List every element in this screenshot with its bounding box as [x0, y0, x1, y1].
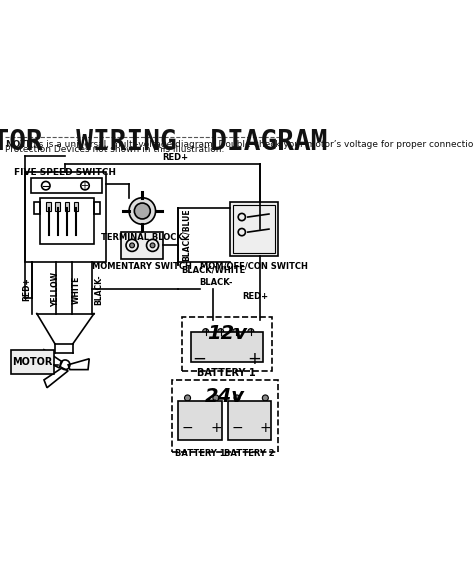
Bar: [94, 202, 100, 214]
Text: MOTOR  WIRING  DIAGRAM: MOTOR WIRING DIAGRAM: [0, 128, 328, 156]
Circle shape: [184, 395, 191, 401]
Text: RED+: RED+: [242, 293, 268, 301]
Circle shape: [262, 395, 268, 401]
Circle shape: [248, 329, 254, 335]
Bar: [179, 401, 222, 440]
Text: BLACK/WHITE: BLACK/WHITE: [182, 265, 246, 274]
Text: TERMINAL BLOCK: TERMINAL BLOCK: [101, 233, 183, 242]
Bar: [233, 205, 275, 253]
Text: WHITE: WHITE: [72, 275, 81, 304]
Text: BLACK-: BLACK-: [200, 278, 233, 287]
Bar: [46, 202, 51, 211]
Text: −: −: [231, 421, 243, 435]
Circle shape: [234, 395, 240, 401]
Circle shape: [129, 243, 135, 248]
Text: This is a universal, multi-voltage diagram. Double-check your motor’s voltage fo: This is a universal, multi-voltage diagr…: [22, 140, 474, 149]
Text: +: +: [247, 350, 261, 368]
Text: −: −: [192, 350, 207, 368]
Bar: [11, 350, 54, 374]
Bar: [121, 232, 164, 259]
Bar: [64, 202, 69, 211]
Circle shape: [60, 360, 70, 370]
Text: BLACK/BLUE: BLACK/BLUE: [182, 209, 191, 261]
Text: BATTERY 1: BATTERY 1: [198, 368, 256, 378]
Text: BATTERY 1: BATTERY 1: [175, 449, 226, 458]
Bar: [228, 401, 272, 440]
Text: −: −: [182, 421, 193, 435]
Text: +: +: [81, 181, 89, 190]
Text: Protection Devices not shown in this Illustration.: Protection Devices not shown in this Ill…: [5, 145, 225, 154]
Text: RED+: RED+: [163, 152, 189, 162]
Circle shape: [202, 329, 209, 335]
Text: RED+: RED+: [23, 278, 32, 301]
Circle shape: [129, 198, 155, 224]
Circle shape: [233, 329, 239, 335]
Circle shape: [150, 243, 155, 248]
Bar: [34, 202, 40, 214]
Text: +: +: [260, 421, 271, 435]
Bar: [25, 172, 106, 263]
Bar: [191, 332, 263, 362]
Text: +: +: [210, 421, 222, 435]
Bar: [40, 198, 94, 244]
Text: FIVE SPEED SWITCH: FIVE SPEED SWITCH: [14, 167, 117, 177]
Circle shape: [213, 395, 219, 401]
Text: MOM/OFF/CON SWITCH: MOM/OFF/CON SWITCH: [200, 261, 308, 270]
Bar: [31, 178, 102, 193]
Text: YELLOW: YELLOW: [52, 272, 61, 307]
Circle shape: [218, 329, 224, 335]
Bar: [55, 202, 60, 211]
Text: BATTERY 2: BATTERY 2: [224, 449, 275, 458]
Text: BLACK-: BLACK-: [94, 274, 103, 305]
Text: NOTE:: NOTE:: [5, 140, 37, 149]
Text: 12v: 12v: [207, 324, 247, 343]
Circle shape: [134, 203, 150, 219]
Text: 24v: 24v: [205, 387, 245, 406]
Bar: [73, 202, 78, 211]
Text: MOMENTARY SWITCH: MOMENTARY SWITCH: [92, 263, 192, 271]
Bar: [230, 202, 278, 256]
Text: MOTOR: MOTOR: [12, 357, 53, 367]
